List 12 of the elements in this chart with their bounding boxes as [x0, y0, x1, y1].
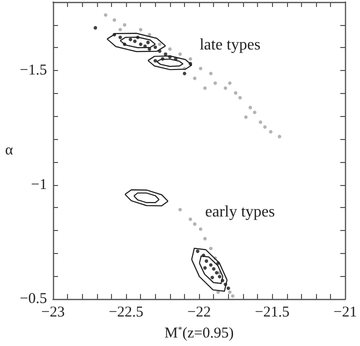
y-axis-title: α: [5, 142, 14, 158]
x-tick-label: −23: [41, 304, 65, 320]
x-tick-label: −22.5: [108, 304, 144, 320]
annotation: late types: [200, 36, 260, 54]
y-tick-label: −1: [31, 176, 47, 193]
x-tick-label: −21.5: [254, 304, 290, 320]
annotation: early types: [205, 204, 275, 220]
x-tick-label: −21: [334, 304, 358, 320]
y-tick-label: −1.5: [20, 62, 47, 79]
x-axis-title: M*(z=0.95): [164, 324, 234, 342]
x-tick-label: −22: [187, 304, 211, 320]
y-tick-label: −0.5: [20, 291, 47, 307]
